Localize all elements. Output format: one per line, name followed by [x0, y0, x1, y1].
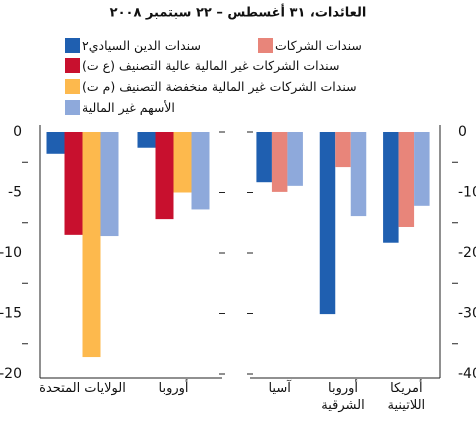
bar — [137, 132, 156, 148]
bar — [82, 132, 101, 358]
y-tick-label: -20 — [0, 366, 22, 382]
y-tick-label: -30 — [458, 306, 476, 322]
legend-swatch — [65, 78, 80, 94]
bar — [64, 132, 83, 235]
legend-label: سندات الشركات غير المالية عالية التصنيف … — [82, 57, 340, 73]
y-tick-label: -10 — [458, 185, 476, 201]
bar — [335, 132, 351, 168]
chart-title: العائدات، ٣١ أغسطس – ٢٢ سبتمبر ٢٠٠٨ — [110, 4, 367, 21]
legend-label: سندات الشركات غير المالية منخفضة التصنيف… — [82, 78, 357, 94]
legend-item: الأسهم غير المالية — [65, 98, 175, 116]
bar — [256, 132, 272, 183]
legend-swatch — [65, 57, 80, 73]
legend-label: سندات الدين السيادي٢ — [82, 37, 201, 53]
legend-item: سندات الشركات غير المالية عالية التصنيف … — [65, 56, 339, 74]
bar — [414, 132, 430, 206]
y-tick-label: -40 — [458, 366, 476, 382]
bar — [173, 132, 192, 193]
x-tick-label: أمريكا اللاتينية — [387, 381, 426, 413]
legend-item: سندات الدين السيادي٢ — [65, 36, 201, 54]
bar — [383, 132, 399, 243]
y-tick-label: -5 — [8, 185, 22, 201]
bar — [271, 132, 288, 192]
x-tick-label: أوروبا — [158, 381, 189, 396]
legend-label: سندات الشركات — [275, 37, 362, 53]
x-tick-label: آسيا — [268, 381, 291, 396]
bar — [191, 132, 210, 210]
bar — [350, 132, 367, 217]
legend-item: سندات الشركات — [258, 36, 362, 54]
legend-swatch — [65, 37, 80, 53]
bar — [287, 132, 303, 186]
bar — [398, 132, 415, 227]
y-tick-label: -15 — [0, 306, 22, 322]
x-tick-label: أوروبا الشرقية — [321, 381, 365, 413]
bar — [100, 132, 119, 237]
x-tick-label: الولايات المتحدة — [39, 381, 126, 396]
legend-swatch — [258, 37, 273, 53]
y-tick-label: -10 — [0, 245, 22, 261]
legend-item: سندات الشركات غير المالية منخفضة التصنيف… — [65, 77, 357, 95]
bar — [46, 132, 65, 154]
y-tick-label: -20 — [458, 245, 476, 261]
y-tick-label: 0 — [13, 124, 22, 140]
y-tick-label: 0 — [458, 124, 467, 140]
bar — [155, 132, 174, 220]
bar — [319, 132, 336, 315]
legend-label: الأسهم غير المالية — [82, 99, 175, 115]
legend-swatch — [65, 99, 80, 115]
